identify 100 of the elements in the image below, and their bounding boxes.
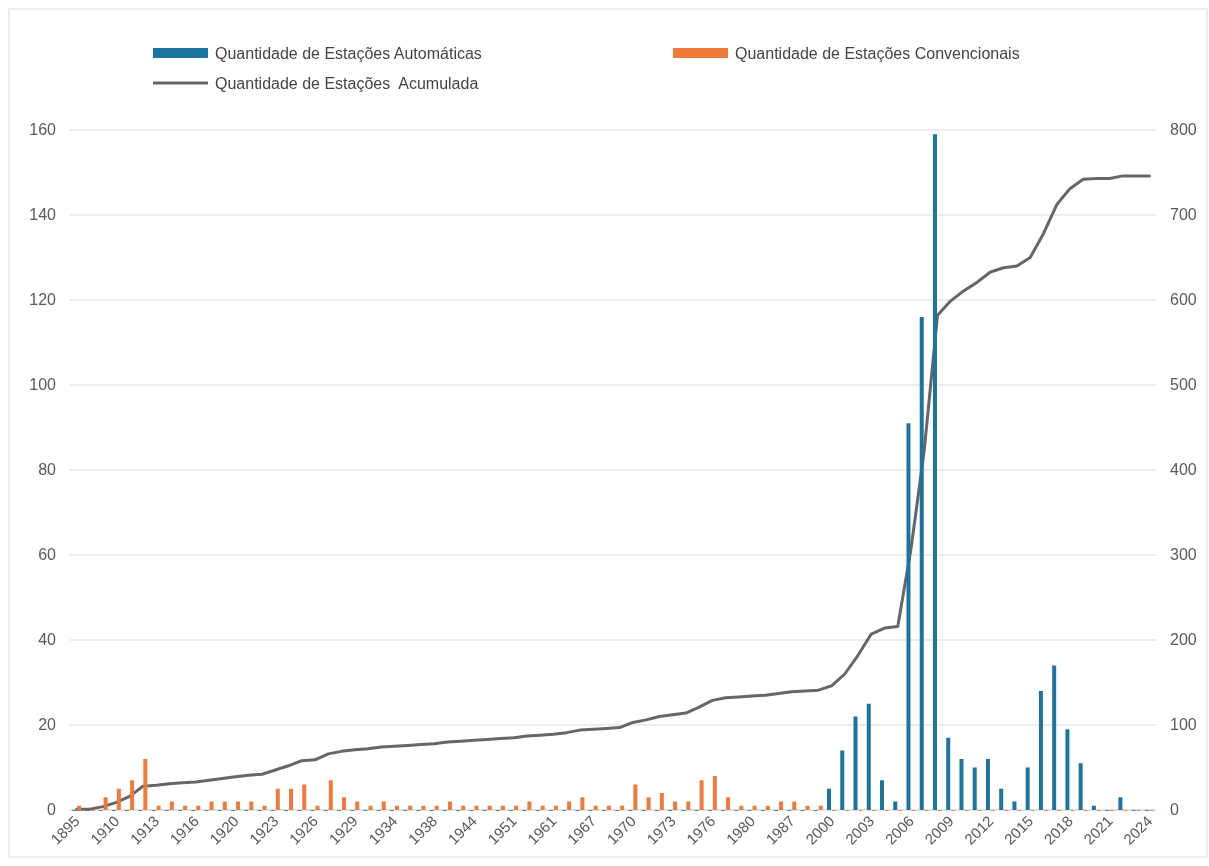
y-tick-label: 0 bbox=[47, 801, 57, 818]
legend-label: Quantidade de Estações Acumulada bbox=[215, 75, 479, 92]
bar bbox=[447, 801, 452, 810]
bar bbox=[673, 801, 678, 810]
bar bbox=[699, 780, 704, 810]
bar bbox=[686, 801, 691, 810]
bar bbox=[805, 805, 810, 810]
bar bbox=[726, 797, 731, 810]
bar bbox=[236, 801, 241, 810]
bar bbox=[368, 805, 373, 810]
bar bbox=[765, 805, 770, 810]
bar bbox=[487, 805, 492, 810]
bar bbox=[156, 805, 161, 810]
bar bbox=[659, 793, 664, 810]
bar bbox=[130, 780, 135, 810]
bar bbox=[1118, 797, 1123, 810]
bar bbox=[328, 780, 333, 810]
bar bbox=[169, 801, 174, 810]
bar bbox=[222, 801, 227, 810]
bar bbox=[620, 805, 625, 810]
bar bbox=[381, 801, 386, 810]
y2-tick-label: 0 bbox=[1170, 801, 1179, 818]
bar bbox=[1091, 805, 1096, 810]
bar bbox=[792, 801, 797, 810]
bar bbox=[1052, 665, 1057, 810]
bar bbox=[249, 801, 254, 810]
y-tick-label: 60 bbox=[38, 546, 57, 563]
bar bbox=[906, 423, 911, 810]
bar bbox=[1025, 767, 1030, 810]
bar bbox=[853, 716, 858, 810]
y-tick-label: 20 bbox=[38, 716, 57, 733]
bar bbox=[866, 703, 871, 810]
bar bbox=[946, 737, 951, 810]
bar bbox=[394, 805, 399, 810]
bar bbox=[919, 317, 924, 810]
bar bbox=[1078, 763, 1083, 810]
y2-tick-label: 600 bbox=[1170, 291, 1197, 308]
bar bbox=[289, 788, 294, 810]
bar bbox=[567, 801, 572, 810]
bar bbox=[779, 801, 784, 810]
bar bbox=[461, 805, 466, 810]
bar bbox=[302, 784, 307, 810]
y2-tick-label: 800 bbox=[1170, 121, 1197, 138]
y2-tick-label: 700 bbox=[1170, 206, 1197, 223]
bar bbox=[739, 805, 744, 810]
legend-label: Quantidade de Estações Automáticas bbox=[215, 45, 482, 62]
legend-label: Quantidade de Estações Convencionais bbox=[735, 45, 1020, 62]
bar bbox=[143, 759, 148, 810]
bar bbox=[527, 801, 532, 810]
y2-tick-label: 500 bbox=[1170, 376, 1197, 393]
bar bbox=[580, 797, 585, 810]
bar bbox=[827, 788, 832, 810]
bar bbox=[959, 759, 964, 810]
bar bbox=[103, 797, 108, 810]
bar bbox=[606, 805, 611, 810]
bar bbox=[932, 134, 937, 810]
bar bbox=[553, 805, 558, 810]
bar bbox=[275, 788, 280, 810]
y2-tick-label: 400 bbox=[1170, 461, 1197, 478]
bar bbox=[985, 759, 990, 810]
bar bbox=[1012, 801, 1017, 810]
bar bbox=[474, 805, 479, 810]
bar bbox=[818, 805, 823, 810]
y2-tick-label: 200 bbox=[1170, 631, 1197, 648]
bar bbox=[633, 784, 638, 810]
bar bbox=[196, 805, 201, 810]
bar bbox=[1038, 691, 1043, 810]
y-tick-label: 160 bbox=[29, 121, 57, 138]
bar bbox=[972, 767, 977, 810]
y-tick-label: 40 bbox=[38, 631, 57, 648]
y-tick-label: 100 bbox=[29, 376, 57, 393]
bar bbox=[540, 805, 545, 810]
bar bbox=[421, 805, 426, 810]
y-tick-label: 80 bbox=[38, 461, 57, 478]
bar bbox=[593, 805, 598, 810]
bar bbox=[262, 805, 267, 810]
y-tick-label: 140 bbox=[29, 206, 57, 223]
bar bbox=[355, 801, 360, 810]
bar bbox=[893, 801, 898, 810]
bar bbox=[77, 805, 82, 810]
bar bbox=[116, 788, 121, 810]
bar bbox=[999, 788, 1004, 810]
bar bbox=[712, 776, 717, 810]
y2-tick-label: 300 bbox=[1170, 546, 1197, 563]
line-series bbox=[75, 174, 1151, 811]
bar bbox=[342, 797, 346, 810]
bar bbox=[500, 805, 505, 810]
bar bbox=[183, 805, 188, 810]
bar bbox=[315, 805, 320, 810]
y-tick-label: 120 bbox=[29, 291, 57, 308]
bar bbox=[434, 805, 439, 810]
bar bbox=[209, 801, 214, 810]
bar bbox=[840, 750, 845, 810]
y2-tick-label: 100 bbox=[1170, 716, 1197, 733]
bar bbox=[408, 805, 413, 810]
bar bbox=[514, 805, 519, 810]
bar bbox=[1065, 729, 1070, 810]
bar bbox=[646, 797, 651, 810]
bar bbox=[880, 780, 884, 810]
bar bbox=[752, 805, 757, 810]
